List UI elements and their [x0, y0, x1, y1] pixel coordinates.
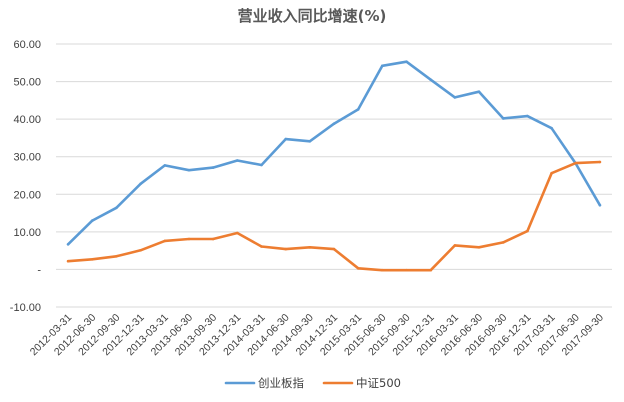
- data-point: [115, 254, 118, 258]
- data-point: [501, 241, 505, 244]
- data-point: [211, 166, 215, 169]
- y-axis-ticks: 60.00 50.00 40.00 30.00 20.00 10.00 - -10.00: [10, 39, 42, 314]
- data-point: [308, 246, 312, 249]
- y-tick-label: 20.00: [13, 189, 41, 201]
- y-tick-label: 40.00: [13, 114, 41, 126]
- data-point: [477, 246, 481, 249]
- data-point: [332, 122, 336, 125]
- data-point: [550, 171, 553, 175]
- legend-label: 创业板指: [258, 376, 304, 390]
- data-point: [526, 114, 529, 118]
- data-point: [260, 245, 263, 248]
- legend: 创业板指 中证500: [224, 376, 401, 390]
- data-point: [405, 60, 408, 63]
- data-point: [163, 239, 167, 243]
- x-axis-ticks: 2012-03-312012-06-302012-09-302012-12-31…: [28, 312, 606, 359]
- y-tick-label: -10.00: [10, 302, 41, 314]
- data-point: [284, 247, 288, 251]
- legend-label: 中证500: [356, 376, 401, 390]
- data-point: [453, 96, 457, 99]
- y-tick-label: 50.00: [13, 77, 41, 89]
- data-point: [91, 258, 94, 261]
- data-point: [236, 231, 239, 235]
- data-point: [598, 203, 602, 207]
- data-point: [477, 90, 481, 93]
- data-point: [139, 249, 142, 252]
- data-point: [381, 64, 384, 68]
- data-point: [429, 268, 433, 272]
- series-lines: [66, 60, 602, 272]
- y-tick-label: 30.00: [13, 152, 41, 164]
- data-point: [115, 206, 118, 210]
- data-point: [66, 243, 70, 246]
- data-point: [284, 137, 288, 141]
- data-point: [453, 244, 457, 247]
- data-point: [356, 267, 360, 270]
- data-point: [550, 126, 553, 130]
- data-point: [163, 164, 167, 167]
- data-point: [405, 268, 408, 272]
- data-point: [139, 182, 142, 186]
- data-point: [66, 259, 70, 263]
- data-point: [236, 159, 239, 162]
- data-point: [526, 229, 529, 233]
- data-point: [501, 117, 505, 120]
- data-point: [598, 160, 602, 164]
- data-point: [332, 247, 336, 251]
- chart-title: 营业收入同比增速(%): [238, 7, 387, 25]
- data-point: [574, 161, 577, 165]
- data-point: [356, 108, 360, 111]
- y-tick-label: -: [37, 264, 41, 276]
- data-point: [260, 163, 263, 167]
- data-point: [308, 140, 312, 143]
- data-point: [91, 219, 94, 222]
- data-point: [187, 237, 191, 241]
- data-point: [187, 168, 191, 172]
- data-point: [381, 268, 384, 272]
- y-tick-label: 60.00: [13, 39, 41, 51]
- gridlines: [56, 43, 612, 308]
- data-point: [429, 78, 433, 81]
- y-tick-label: 10.00: [13, 227, 41, 239]
- series-line-0: [66, 60, 602, 246]
- data-point: [211, 237, 215, 241]
